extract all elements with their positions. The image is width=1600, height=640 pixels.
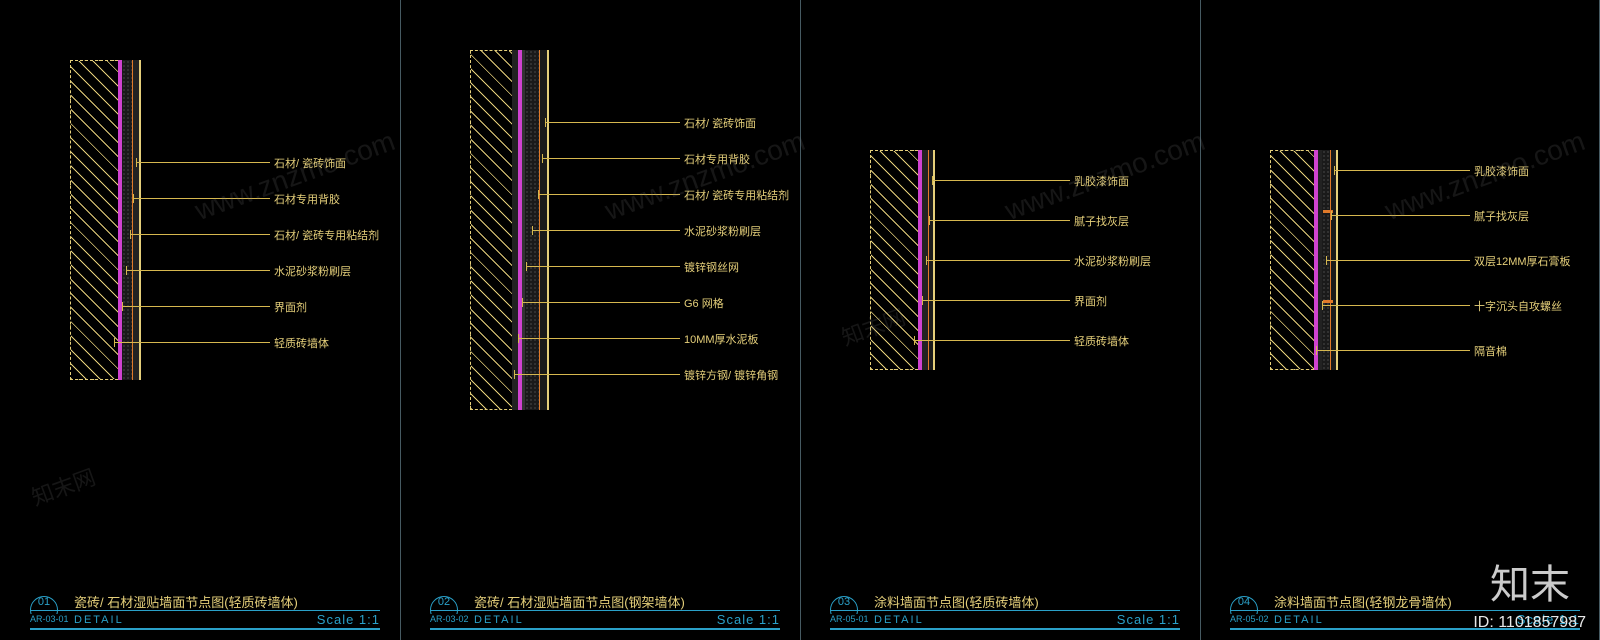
hatch-layer [1270, 150, 1314, 370]
tb-detail-label: DETAIL [474, 614, 524, 626]
tb-number: 04 [1230, 596, 1258, 608]
tb-reference: AR-05-01 [830, 614, 874, 624]
detail-panel: 石材/ 瓷砖饰面石材专用背胶石材/ 瓷砖专用粘结剂水泥砂浆粉刷层界面剂轻质砖墙体… [0, 0, 400, 640]
detail-panel: 乳胶漆饰面腻子找灰层水泥砂浆粉刷层界面剂轻质砖墙体03AR-05-01涂料墙面节… [800, 0, 1200, 640]
layer-label: 十字沉头自攻螺丝 [1474, 298, 1562, 314]
leader-line [122, 306, 270, 307]
layer-label: 石材/ 瓷砖饰面 [684, 115, 756, 131]
tb-rule-heavy [430, 628, 780, 630]
leader-line [526, 266, 680, 267]
layer-label: 乳胶漆饰面 [1074, 173, 1129, 189]
leader-line [518, 338, 680, 339]
tb-number: 01 [30, 596, 58, 608]
leader-line [1326, 260, 1470, 261]
layer-label: 石材/ 瓷砖专用粘结剂 [684, 187, 789, 203]
layer-label: 石材/ 瓷砖专用粘结剂 [274, 227, 379, 243]
leader-line [542, 158, 680, 159]
tb-rule-heavy [1230, 628, 1580, 630]
hatch-layer [470, 50, 512, 410]
tb-reference: AR-03-02 [430, 614, 474, 624]
screw-mark [1323, 300, 1333, 303]
tb-rule-heavy [30, 628, 380, 630]
tb-title-text: 瓷砖/ 石材湿贴墙面节点图(钢架墙体) [474, 592, 685, 611]
leader-line [136, 162, 270, 163]
material-layer [122, 60, 132, 380]
layer-label: G6 网格 [684, 295, 724, 311]
layer-label: 轻质砖墙体 [274, 335, 329, 351]
wall-section: 石材/ 瓷砖饰面石材专用背胶石材/ 瓷砖专用粘结剂水泥砂浆粉刷层界面剂轻质砖墙体 [70, 60, 180, 380]
tb-detail-label: DETAIL [74, 614, 124, 626]
layer-label: 双层12MM厚石膏板 [1474, 253, 1571, 269]
leader-line [922, 300, 1070, 301]
tb-detail-label: DETAIL [1274, 614, 1324, 626]
layer-label: 隔音棉 [1474, 343, 1507, 359]
tb-scale-label: Scale 1:1 [1117, 612, 1180, 627]
leader-line [538, 194, 680, 195]
leader-line [545, 122, 680, 123]
tb-number: 02 [430, 596, 458, 608]
leader-line [1316, 350, 1470, 351]
detail-panel: 石材/ 瓷砖饰面石材专用背胶石材/ 瓷砖专用粘结剂水泥砂浆粉刷层镀锌钢丝网 G6 … [400, 0, 800, 640]
leader-line [130, 234, 270, 235]
leader-line [126, 270, 270, 271]
tb-scale-label: Scale 1:1 [717, 612, 780, 627]
leader-line [929, 220, 1070, 221]
leader-line [932, 180, 1070, 181]
layer-label: 轻质砖墙体 [1074, 333, 1129, 349]
tb-scale-label: Scale 1:1 [317, 612, 380, 627]
leader-line [926, 260, 1070, 261]
leader-line [1331, 215, 1470, 216]
leader-line [514, 374, 680, 375]
layer-label: 水泥砂浆粉刷层 [1074, 253, 1151, 269]
wall-section: 乳胶漆饰面腻子找灰层水泥砂浆粉刷层界面剂轻质砖墙体 [870, 150, 980, 370]
leader-line [133, 198, 270, 199]
tb-title-text: 涂料墙面节点图(轻钢龙骨墙体) [1274, 592, 1452, 611]
layer-label: 石材/ 瓷砖饰面 [274, 155, 346, 171]
wall-section: 乳胶漆饰面腻子找灰层双层12MM厚石膏板十字沉头自攻螺丝隔音棉 [1270, 150, 1380, 370]
layer-label: 镀锌钢丝网 [684, 259, 739, 275]
layer-label: 石材专用背胶 [274, 191, 340, 207]
leader-line [114, 342, 270, 343]
leader-line [1322, 305, 1470, 306]
leader-line [522, 302, 680, 303]
layer-label: 水泥砂浆粉刷层 [684, 223, 761, 239]
hatch-layer [870, 150, 918, 370]
tb-detail-label: DETAIL [874, 614, 924, 626]
wall-section: 石材/ 瓷砖饰面石材专用背胶石材/ 瓷砖专用粘结剂水泥砂浆粉刷层镀锌钢丝网G6 … [470, 50, 580, 410]
tb-reference: AR-03-01 [30, 614, 74, 624]
layer-label: 乳胶漆饰面 [1474, 163, 1529, 179]
tb-title-text: 涂料墙面节点图(轻质砖墙体) [874, 592, 1039, 611]
tb-scale-label: Scale 1:1 [1517, 612, 1580, 627]
layer-label: 镀锌方钢/ 镀锌角钢 [684, 367, 778, 383]
layer-label: 10MM厚水泥板 [684, 331, 759, 347]
tb-rule-heavy [830, 628, 1180, 630]
leader-line [1334, 170, 1470, 171]
tb-number: 03 [830, 596, 858, 608]
leader-line [532, 230, 680, 231]
layer-label: 石材专用背胶 [684, 151, 750, 167]
layer-label: 界面剂 [274, 299, 307, 315]
hatch-layer [70, 60, 118, 380]
tb-title-text: 瓷砖/ 石材湿贴墙面节点图(轻质砖墙体) [74, 592, 298, 611]
layer-label: 腻子找灰层 [1474, 208, 1529, 224]
tb-reference: AR-05-02 [1230, 614, 1274, 624]
layer-label: 水泥砂浆粉刷层 [274, 263, 351, 279]
layer-label: 界面剂 [1074, 293, 1107, 309]
section-edge [140, 60, 141, 380]
leader-line [914, 340, 1070, 341]
detail-panel: 乳胶漆饰面腻子找灰层双层12MM厚石膏板十字沉头自攻螺丝隔音棉04AR-05-0… [1200, 0, 1600, 640]
layer-label: 腻子找灰层 [1074, 213, 1129, 229]
